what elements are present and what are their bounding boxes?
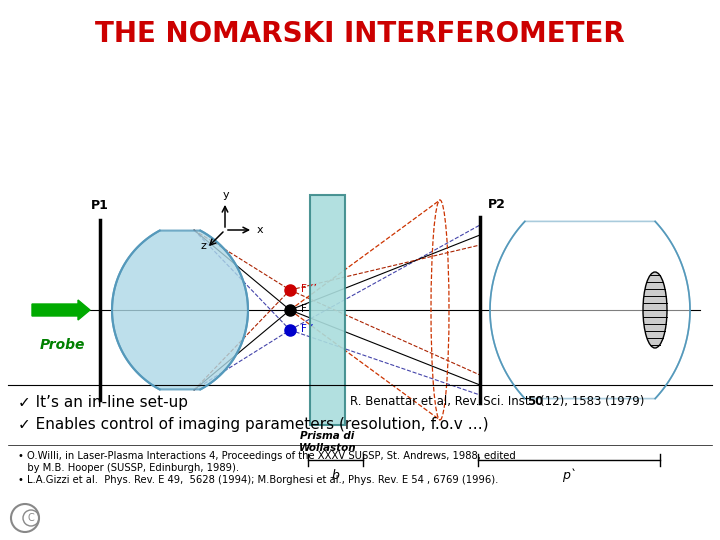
- Text: ✓ It’s an in-line set-up: ✓ It’s an in-line set-up: [18, 395, 188, 410]
- Text: z: z: [201, 241, 207, 251]
- Ellipse shape: [643, 272, 667, 348]
- Polygon shape: [112, 231, 248, 389]
- Text: F ’’: F ’’: [301, 284, 317, 294]
- Text: • L.A.Gizzi et al.  Phys. Rev. E 49,  5628 (1994); M.Borghesi et al., Phys. Rev.: • L.A.Gizzi et al. Phys. Rev. E 49, 5628…: [18, 475, 498, 485]
- Text: p`: p`: [562, 469, 576, 483]
- Text: b: b: [332, 469, 339, 482]
- Text: F: F: [301, 304, 307, 314]
- Text: • O.Willi, in Laser-Plasma Interactions 4, Proceedings of the XXXV SUSSP, St. An: • O.Willi, in Laser-Plasma Interactions …: [18, 451, 516, 461]
- Text: Probe: Probe: [40, 338, 85, 352]
- Text: R. Benattar et al, Rev. Sci. Inst.: R. Benattar et al, Rev. Sci. Inst.: [350, 395, 537, 408]
- Text: 50: 50: [527, 395, 544, 408]
- Text: (12), 1583 (1979): (12), 1583 (1979): [540, 395, 644, 408]
- Text: y: y: [222, 190, 229, 200]
- Text: THE NOMARSKI INTERFEROMETER: THE NOMARSKI INTERFEROMETER: [95, 20, 625, 48]
- Text: P1: P1: [91, 199, 109, 212]
- Text: ✓ Enables control of imaging parameters (resolution, f.o.v …): ✓ Enables control of imaging parameters …: [18, 417, 489, 432]
- Text: C: C: [27, 513, 35, 523]
- Text: x: x: [257, 225, 264, 235]
- Text: by M.B. Hooper (SUSSP, Edinburgh, 1989).: by M.B. Hooper (SUSSP, Edinburgh, 1989).: [18, 463, 239, 473]
- Bar: [310, 195, 345, 425]
- Text: P2: P2: [488, 198, 506, 211]
- Text: Prisma di
Wollaston: Prisma di Wollaston: [299, 431, 356, 453]
- Text: F ’: F ’: [301, 324, 313, 334]
- Polygon shape: [490, 221, 690, 399]
- FancyArrow shape: [32, 300, 90, 320]
